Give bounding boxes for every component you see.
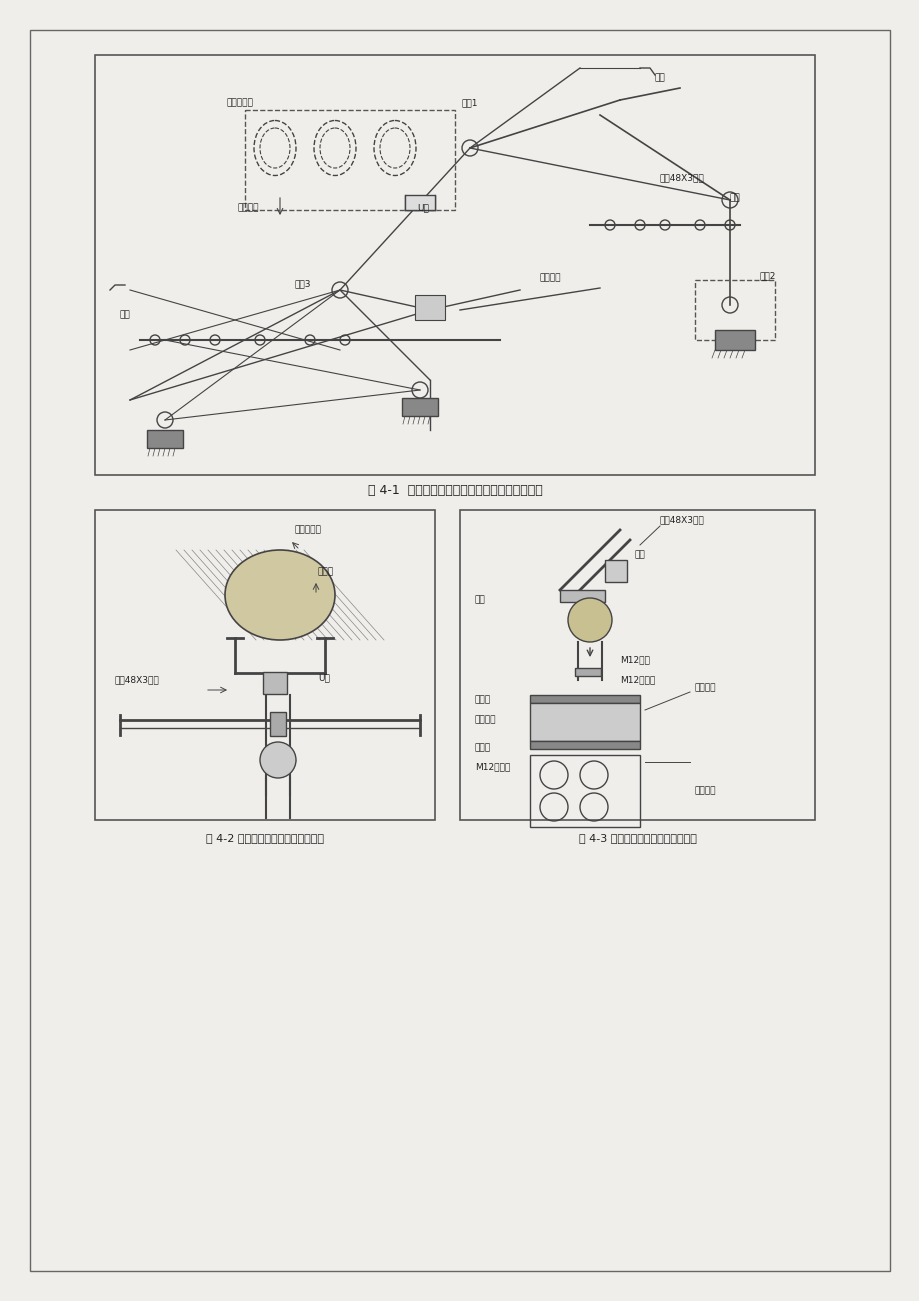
Text: 混凝土泵管: 混凝土泵管 <box>295 526 322 535</box>
Bar <box>529 742 640 749</box>
Bar <box>460 510 814 820</box>
Text: 节点2: 节点2 <box>759 272 776 281</box>
Text: 图 4-3 下部三角支撑减震节点构造图: 图 4-3 下部三角支撑减震节点构造图 <box>578 833 697 843</box>
Text: 麦管: 麦管 <box>654 73 665 82</box>
Text: 直径48X3钢管: 直径48X3钢管 <box>115 675 160 684</box>
Bar <box>263 673 287 693</box>
Bar <box>694 280 774 340</box>
Bar <box>714 330 754 350</box>
Text: U托: U托 <box>318 674 330 683</box>
Text: 图 4-2 上部支撑高度旋转可调构件图: 图 4-2 上部支撑高度旋转可调构件图 <box>206 833 323 843</box>
Bar <box>529 755 640 827</box>
Text: 上下移动: 上下移动 <box>238 203 259 212</box>
Text: 直径48X3钢管: 直径48X3钢管 <box>659 173 704 182</box>
Circle shape <box>260 742 296 778</box>
Text: 固定板: 固定板 <box>474 743 491 752</box>
Bar <box>404 195 435 209</box>
Bar <box>529 695 640 703</box>
Circle shape <box>567 598 611 641</box>
Text: M12螺栓孔: M12螺栓孔 <box>619 675 654 684</box>
Text: 减震底座: 减震底座 <box>474 716 496 725</box>
Text: 混凝土泵管: 混凝土泵管 <box>226 99 253 108</box>
Bar <box>414 295 445 320</box>
Text: 钢板: 钢板 <box>474 596 485 605</box>
Text: 斜钢撑杆: 斜钢撑杆 <box>539 273 561 282</box>
Text: 扣件: 扣件 <box>729 194 740 203</box>
Text: M12螺栓孔: M12螺栓孔 <box>474 762 510 771</box>
Text: 减震弹簧: 减震弹簧 <box>694 683 716 692</box>
Bar <box>95 510 435 820</box>
Bar <box>605 559 627 582</box>
Text: U托: U托 <box>416 203 428 212</box>
Bar <box>95 55 814 475</box>
Bar <box>147 431 183 448</box>
Text: 麦管: 麦管 <box>119 311 130 320</box>
Text: 直径48X3钢管: 直径48X3钢管 <box>659 515 704 524</box>
Text: 图 4-1  组装式可调型泵管减震支撑架构造示意图: 图 4-1 组装式可调型泵管减震支撑架构造示意图 <box>368 484 542 497</box>
Text: 节点3: 节点3 <box>295 280 312 289</box>
Bar <box>529 703 640 742</box>
Text: 固定板: 固定板 <box>474 696 491 705</box>
Bar <box>402 398 437 416</box>
Text: M12螺栓: M12螺栓 <box>619 656 649 665</box>
Text: 扣件: 扣件 <box>634 550 645 559</box>
Text: 减震弹簧: 减震弹簧 <box>694 787 716 795</box>
Bar <box>574 667 600 677</box>
Ellipse shape <box>225 550 335 640</box>
Text: 橡胶片: 橡胶片 <box>318 567 334 576</box>
Bar <box>269 712 286 736</box>
Bar <box>244 111 455 209</box>
Text: 节点1: 节点1 <box>461 99 478 108</box>
Bar <box>560 589 605 602</box>
